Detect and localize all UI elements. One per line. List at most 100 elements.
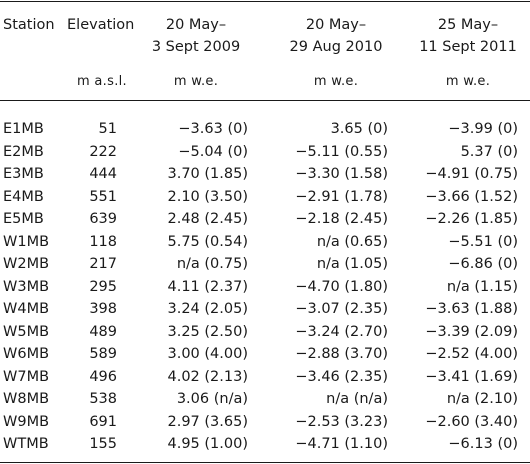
value-2011-cell: −3.99 (0) — [448, 121, 518, 137]
station-cell: W9MB — [3, 413, 50, 430]
value-2011-cell: n/a (2.10) — [446, 391, 518, 407]
value-2010-cell: n/a (n/a) — [326, 391, 388, 407]
value-2009-cell: 3.00 (4.00) — [167, 346, 249, 362]
header-elevation: Elevation — [67, 17, 135, 33]
elevation-cell: 639 — [89, 211, 117, 227]
value-2011-cell: −3.63 (1.88) — [425, 301, 518, 317]
value-2011-cell: −3.39 (2.09) — [425, 323, 518, 340]
header-period-2010-line2: 29 Aug 2010 — [289, 39, 383, 55]
station-cell: W3MB — [3, 278, 50, 295]
elevation-cell: 496 — [89, 368, 117, 385]
table-body: E1MB 51 −3.63 (0) 3.65 (0) −3.99 (0) E2MB 222 −… — [0, 121, 530, 459]
table-row: W5MB 489 3.25 (2.50) −3.24 (2.70) −3.39 (2.0… — [0, 324, 530, 347]
station-cell: W6MB — [3, 346, 50, 362]
unit-period-2010: m w.e. — [313, 74, 359, 89]
value-2009-cell: 3.70 (1.85) — [167, 166, 249, 182]
value-2009-cell: 3.25 (2.50) — [167, 323, 249, 340]
value-2010-cell: n/a (0.65) — [316, 233, 388, 250]
elevation-cell: 295 — [89, 278, 117, 295]
station-cell: W8MB — [3, 391, 50, 407]
elevation-cell: 118 — [89, 233, 117, 250]
table-row: W8MB 538 3.06 (n/a) n/a (n/a) n/a (2.10) — [0, 391, 530, 414]
value-2009-cell: 4.11 (2.37) — [167, 278, 249, 295]
top-rule — [0, 1, 530, 2]
elevation-cell: 691 — [89, 413, 117, 430]
value-2010-cell: −3.30 (1.58) — [295, 166, 388, 182]
header-period-2011-line1: 25 May– — [437, 17, 499, 33]
value-2010-cell: −5.11 (0.55) — [295, 143, 388, 160]
table-row: E5MB 639 2.48 (2.45) −2.18 (2.45) −2.26 (1.8… — [0, 211, 530, 234]
station-cell: W5MB — [3, 323, 50, 340]
value-2011-cell: −2.60 (3.40) — [425, 413, 518, 430]
value-2009-cell: n/a (0.75) — [176, 256, 248, 272]
elevation-cell: 398 — [89, 301, 117, 317]
table-row: E1MB 51 −3.63 (0) 3.65 (0) −3.99 (0) — [0, 121, 530, 144]
table-row: W7MB 496 4.02 (2.13) −3.46 (2.35) −3.41 (1.6… — [0, 369, 530, 392]
station-cell: W4MB — [3, 301, 50, 317]
unit-elevation: m a.s.l. — [77, 74, 127, 89]
value-2009-cell: 4.02 (2.13) — [167, 368, 249, 385]
station-cell: E4MB — [3, 188, 44, 205]
elevation-cell: 489 — [89, 323, 117, 340]
table-row: E3MB 444 3.70 (1.85) −3.30 (1.58) −4.91 (0.7… — [0, 166, 530, 189]
header-station: Station — [3, 17, 55, 33]
station-cell: E5MB — [3, 211, 44, 227]
unit-period-2011: m w.e. — [445, 74, 491, 89]
value-2010-cell: 3.65 (0) — [330, 121, 388, 137]
table-row: W9MB 691 2.97 (3.65) −2.53 (3.23) −2.60 (3.4… — [0, 414, 530, 437]
value-2011-cell: −3.41 (1.69) — [425, 368, 518, 385]
elevation-cell: 444 — [89, 166, 117, 182]
value-2011-cell: n/a (1.15) — [446, 278, 518, 295]
value-2010-cell: −2.91 (1.78) — [295, 188, 388, 205]
elevation-cell: 551 — [89, 188, 117, 205]
station-cell: WTMB — [3, 436, 49, 452]
bottom-rule — [0, 462, 530, 463]
header-period-2009-line1: 20 May– — [165, 17, 227, 33]
value-2011-cell: −6.13 (0) — [448, 436, 518, 452]
table-row: W1MB 118 5.75 (0.54) n/a (0.65) −5.51 (0) — [0, 234, 530, 257]
table-row: E4MB 551 2.10 (3.50) −2.91 (1.78) −3.66 (1.5… — [0, 189, 530, 212]
elevation-cell: 222 — [89, 143, 117, 160]
value-2009-cell: 5.75 (0.54) — [167, 233, 249, 250]
value-2009-cell: 4.95 (1.00) — [167, 436, 249, 452]
value-2009-cell: 2.10 (3.50) — [167, 188, 249, 205]
elevation-cell: 51 — [98, 121, 117, 137]
station-cell: E2MB — [3, 143, 44, 160]
station-cell: W1MB — [3, 233, 50, 250]
header-period-2010-line1: 20 May– — [305, 17, 367, 33]
station-cell: E1MB — [3, 121, 44, 137]
table-row: W6MB 589 3.00 (4.00) −2.88 (3.70) −2.52 (4.0… — [0, 346, 530, 369]
value-2010-cell: −4.71 (1.10) — [295, 436, 388, 452]
elevation-cell: 589 — [89, 346, 117, 362]
header-rule — [0, 100, 530, 101]
table-row: W2MB 217 n/a (0.75) n/a (1.05) −6.86 (0) — [0, 256, 530, 279]
station-cell: W2MB — [3, 256, 50, 272]
value-2011-cell: 5.37 (0) — [460, 143, 518, 160]
header-period-2011-line2: 11 Sept 2011 — [419, 39, 517, 55]
value-2009-cell: −5.04 (0) — [178, 143, 248, 160]
table-row: W3MB 295 4.11 (2.37) −4.70 (1.80) n/a (1.15) — [0, 279, 530, 302]
value-2011-cell: −3.66 (1.52) — [425, 188, 518, 205]
value-2010-cell: −3.24 (2.70) — [295, 323, 388, 340]
value-2010-cell: n/a (1.05) — [316, 256, 388, 272]
value-2011-cell: −5.51 (0) — [448, 233, 518, 250]
value-2009-cell: 3.06 (n/a) — [176, 391, 248, 407]
table-row: W4MB 398 3.24 (2.05) −3.07 (2.35) −3.63 (1.8… — [0, 301, 530, 324]
elevation-cell: 155 — [89, 436, 117, 452]
value-2009-cell: 2.48 (2.45) — [167, 211, 249, 227]
elevation-cell: 217 — [89, 256, 117, 272]
value-2010-cell: −2.18 (2.45) — [295, 211, 388, 227]
value-2010-cell: −3.07 (2.35) — [295, 301, 388, 317]
value-2010-cell: −2.53 (3.23) — [295, 413, 388, 430]
station-cell: E3MB — [3, 166, 44, 182]
elevation-cell: 538 — [89, 391, 117, 407]
station-cell: W7MB — [3, 368, 50, 385]
value-2011-cell: −6.86 (0) — [448, 256, 518, 272]
table-row: E2MB 222 −5.04 (0) −5.11 (0.55) 5.37 (0) — [0, 144, 530, 167]
value-2011-cell: −2.26 (1.85) — [425, 211, 518, 227]
header-period-2009-line2: 3 Sept 2009 — [151, 39, 241, 55]
value-2010-cell: −2.88 (3.70) — [295, 346, 388, 362]
table-row: WTMB 155 4.95 (1.00) −4.71 (1.10) −6.13 (0) — [0, 436, 530, 459]
unit-period-2009: m w.e. — [173, 74, 219, 89]
value-2010-cell: −4.70 (1.80) — [295, 278, 388, 295]
